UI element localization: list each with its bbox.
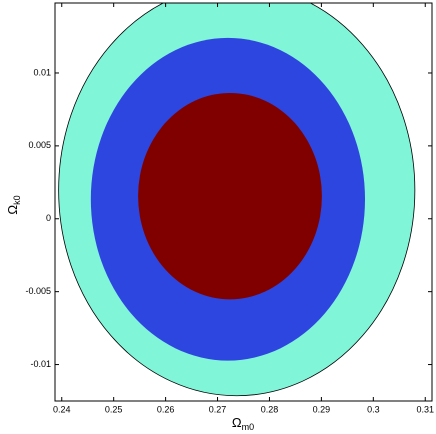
y-tick-label: -0.01 — [30, 359, 51, 369]
x-tick-label: 0.28 — [261, 404, 279, 414]
plot-frame — [54, 2, 433, 402]
x-tick-label: 0.25 — [105, 404, 123, 414]
confidence-region — [138, 92, 322, 300]
x-label-symbol: Ω — [232, 415, 242, 430]
x-tick-label: 0.26 — [157, 404, 175, 414]
x-label-subscript: m0 — [242, 422, 255, 432]
y-tick-label: 0.005 — [28, 140, 51, 150]
x-tick-label: 0.27 — [209, 404, 227, 414]
x-tick-label: 0.24 — [53, 404, 71, 414]
x-tick-label: 0.31 — [416, 404, 434, 414]
plot-area — [58, 3, 416, 397]
y-tick-label: 0 — [46, 213, 51, 223]
x-tick-label: 0.3 — [367, 404, 380, 414]
y-label-symbol: Ω — [5, 205, 20, 215]
y-label-subscript: k0 — [12, 195, 22, 205]
y-tick-label: -0.005 — [25, 286, 51, 296]
x-tick-label: 0.29 — [313, 404, 331, 414]
y-tick-label: 0.01 — [33, 67, 51, 77]
x-axis-label: Ωm0 — [232, 415, 254, 432]
y-axis-label: Ωk0 — [5, 195, 22, 214]
